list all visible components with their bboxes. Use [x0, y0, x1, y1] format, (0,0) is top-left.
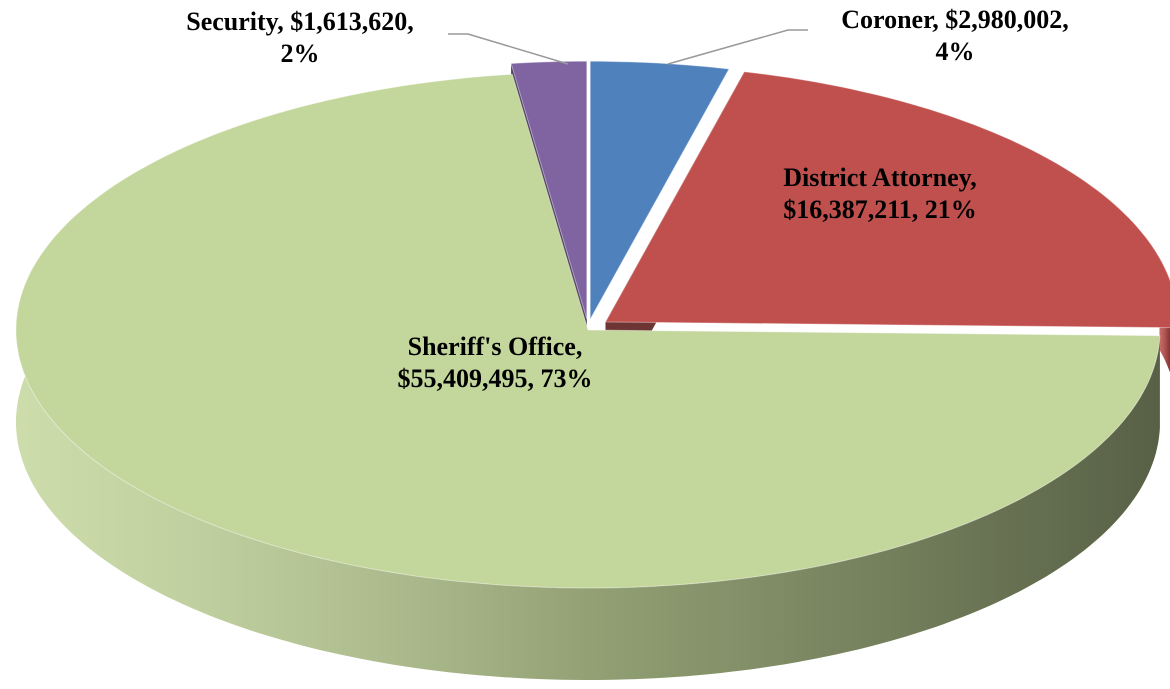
- label-value: $2,980,002: [945, 5, 1062, 34]
- data-label: District Attorney, $16,387,211, 21%: [783, 163, 977, 224]
- leader-line: [448, 33, 569, 65]
- label-value: $55,409,495: [398, 364, 528, 393]
- leader-line: [667, 29, 808, 65]
- label-category: Coroner: [841, 5, 934, 34]
- label-separator: ,: [1062, 5, 1069, 34]
- label-separator: ,: [912, 195, 925, 224]
- label-percent: 73%: [541, 364, 593, 393]
- data-label: Sheriff's Office, $55,409,495, 73%: [398, 332, 593, 393]
- label-separator: ,: [932, 5, 945, 34]
- label-value: $16,387,211: [783, 195, 912, 224]
- label-percent: 2%: [281, 39, 320, 68]
- label-percent: 4%: [936, 37, 975, 66]
- label-separator: ,: [407, 7, 414, 36]
- slice: [604, 71, 1170, 329]
- label-separator: ,: [576, 332, 583, 361]
- slice-side-shade: [16, 265, 1160, 680]
- slice: [510, 60, 588, 320]
- label-separator: ,: [277, 7, 290, 36]
- data-label: Coroner, $2,980,002, 4%: [841, 5, 1069, 66]
- label-value: $1,613,620: [290, 7, 407, 36]
- slice-tops: [15, 60, 1170, 589]
- label-separator: ,: [970, 163, 977, 192]
- label-separator: ,: [528, 364, 541, 393]
- label-percent: 21%: [925, 195, 977, 224]
- data-labels: Coroner, $2,980,002, 4% District Attorney,…: [186, 5, 1069, 393]
- slice: [589, 60, 730, 322]
- data-label: Security, $1,613,620, 2%: [186, 7, 414, 68]
- label-category: District Attorney: [783, 163, 971, 192]
- label-category: Sheriff's Office: [408, 332, 576, 361]
- slice: [15, 73, 1161, 589]
- label-category: Security: [186, 7, 278, 36]
